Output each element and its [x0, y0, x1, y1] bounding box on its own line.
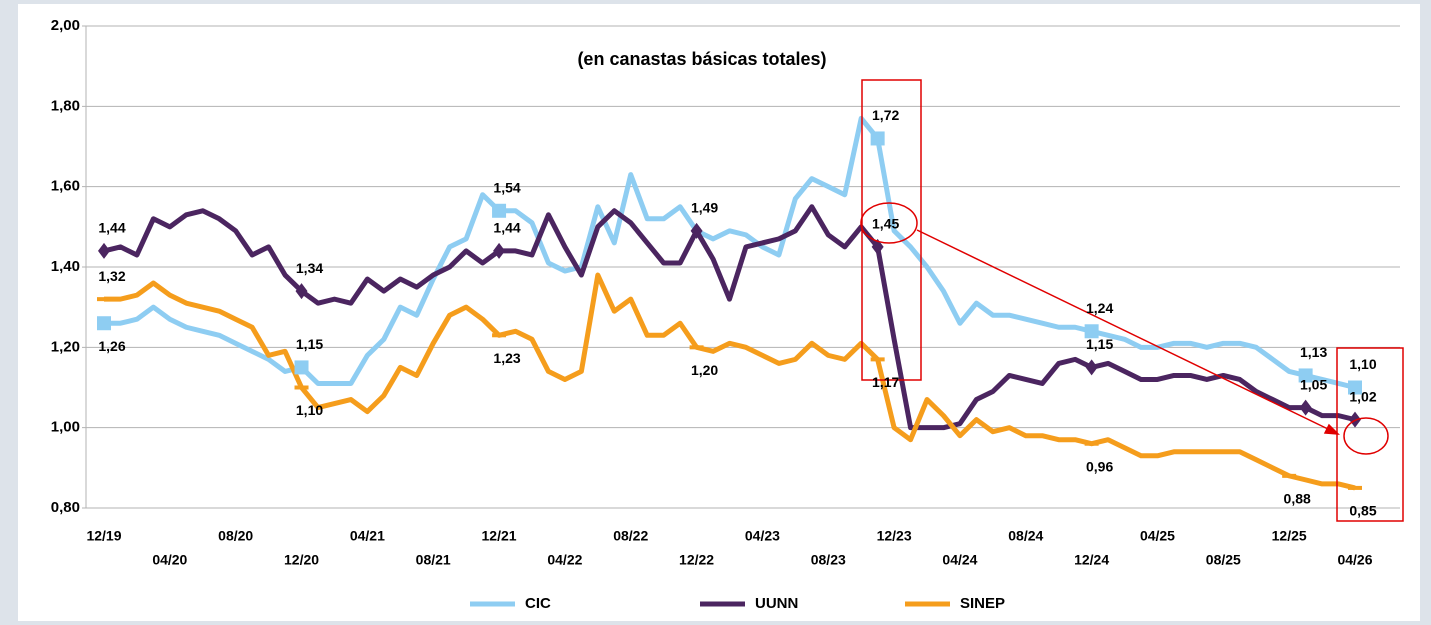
marker	[1085, 359, 1098, 376]
data-label: 0,88	[1284, 491, 1311, 507]
y-tick-label: 1,20	[51, 338, 80, 355]
x-tick-label: 04/20	[152, 552, 187, 568]
arrow-head	[1323, 423, 1340, 435]
arrow-line	[916, 229, 1331, 431]
y-tick-label: 2,00	[51, 17, 80, 34]
data-label: 1,10	[296, 402, 323, 418]
marker	[294, 385, 309, 390]
data-label: 1,32	[98, 268, 125, 284]
data-label: 1,10	[1349, 356, 1376, 372]
x-tick-label: 08/25	[1206, 552, 1241, 568]
x-tick-label: 08/21	[416, 552, 451, 568]
marker	[492, 333, 507, 338]
data-label: 1,13	[1300, 344, 1327, 360]
marker	[295, 283, 308, 300]
marker	[97, 316, 111, 331]
x-tick-label: 04/24	[942, 552, 977, 568]
data-label: 1,49	[691, 200, 718, 216]
x-tick-label: 08/20	[218, 528, 253, 544]
series-line	[104, 115, 1356, 390]
marker	[493, 242, 506, 259]
marker	[1299, 399, 1312, 416]
x-tick-label: 12/21	[482, 528, 517, 544]
x-tick-label: 08/22	[613, 528, 648, 544]
x-tick-label: 08/23	[811, 552, 846, 568]
x-tick-label: 12/19	[86, 528, 121, 544]
data-label: 1,45	[872, 216, 899, 232]
marker	[689, 345, 704, 350]
chart-title: (en canastas básicas totales)	[577, 49, 826, 69]
series-line	[103, 204, 1356, 431]
x-tick-label: 08/24	[1008, 528, 1043, 544]
legend-label: CIC	[525, 595, 551, 612]
marker	[492, 203, 507, 218]
series-line	[104, 272, 1356, 491]
x-tick-label: 04/25	[1140, 528, 1175, 544]
y-tick-label: 1,40	[51, 258, 80, 275]
marker	[1282, 473, 1297, 478]
data-label: 1,34	[296, 260, 323, 276]
x-tick-label: 12/23	[877, 528, 912, 544]
x-tick-label: 04/22	[547, 552, 582, 568]
data-label: 1,15	[1086, 336, 1113, 352]
marker	[98, 242, 110, 259]
data-label: 1,44	[493, 220, 520, 236]
legend-label: SINEP	[960, 595, 1005, 612]
y-tick-label: 1,00	[51, 419, 80, 436]
marker	[1084, 324, 1099, 339]
x-tick-label: 12/20	[284, 552, 319, 568]
data-label: 1,17	[872, 374, 899, 390]
data-label: 1,72	[872, 107, 899, 123]
data-label: 1,05	[1300, 376, 1327, 392]
marker	[294, 360, 309, 375]
data-label: 1,15	[296, 336, 323, 352]
marker	[871, 238, 884, 255]
data-label: 1,54	[493, 179, 520, 195]
marker	[97, 297, 111, 302]
y-tick-label: 1,80	[51, 97, 80, 114]
marker	[690, 222, 703, 239]
data-label: 1,02	[1349, 388, 1376, 404]
annotations	[860, 79, 1404, 522]
data-label: 1,20	[691, 362, 718, 378]
data-label: 1,26	[98, 338, 125, 354]
legend-label: UUNN	[755, 595, 798, 612]
data-label: 0,85	[1349, 503, 1376, 519]
data-label: 1,24	[1086, 300, 1113, 316]
y-tick-label: 0,80	[51, 499, 80, 516]
marker	[1348, 485, 1362, 490]
marker	[870, 131, 885, 146]
x-tick-label: 12/24	[1074, 552, 1109, 568]
marker	[1084, 441, 1099, 446]
data-label: 1,44	[98, 220, 125, 236]
x-tick-label: 12/22	[679, 552, 714, 568]
data-label: 0,96	[1086, 458, 1113, 474]
marker	[870, 357, 885, 362]
marker	[1348, 380, 1362, 395]
marker	[1298, 368, 1313, 383]
y-tick-label: 1,60	[51, 178, 80, 195]
x-tick-label: 04/23	[745, 528, 780, 544]
data-label: 1,23	[493, 350, 520, 366]
highlight-ellipse	[1343, 417, 1389, 455]
x-tick-label: 04/26	[1337, 552, 1372, 568]
highlight-ellipse	[860, 202, 918, 244]
x-tick-label: 04/21	[350, 528, 385, 544]
x-tick-label: 12/25	[1272, 528, 1307, 544]
